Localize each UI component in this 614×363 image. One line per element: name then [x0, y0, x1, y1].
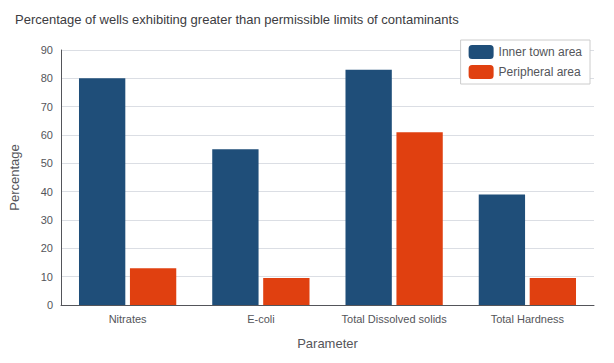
svg-text:Total Dissolved solids: Total Dissolved solids — [342, 313, 448, 325]
svg-text:Parameter: Parameter — [297, 336, 358, 351]
svg-text:Percentage: Percentage — [7, 144, 22, 211]
svg-text:Inner town area: Inner town area — [499, 45, 583, 59]
svg-text:90: 90 — [41, 44, 53, 56]
svg-text:Percentage of wells exhibiting: Percentage of wells exhibiting greater t… — [15, 12, 459, 27]
svg-text:70: 70 — [41, 101, 53, 113]
svg-text:Total Hardness: Total Hardness — [491, 313, 565, 325]
svg-text:30: 30 — [41, 214, 53, 226]
svg-text:10: 10 — [41, 271, 53, 283]
svg-text:60: 60 — [41, 129, 53, 141]
svg-text:50: 50 — [41, 157, 53, 169]
svg-text:20: 20 — [41, 242, 53, 254]
svg-text:80: 80 — [41, 72, 53, 84]
svg-text:Nitrates: Nitrates — [109, 313, 147, 325]
svg-text:40: 40 — [41, 186, 53, 198]
svg-text:E-coli: E-coli — [247, 313, 275, 325]
svg-text:Peripheral area: Peripheral area — [499, 65, 581, 79]
svg-text:0: 0 — [47, 299, 53, 311]
